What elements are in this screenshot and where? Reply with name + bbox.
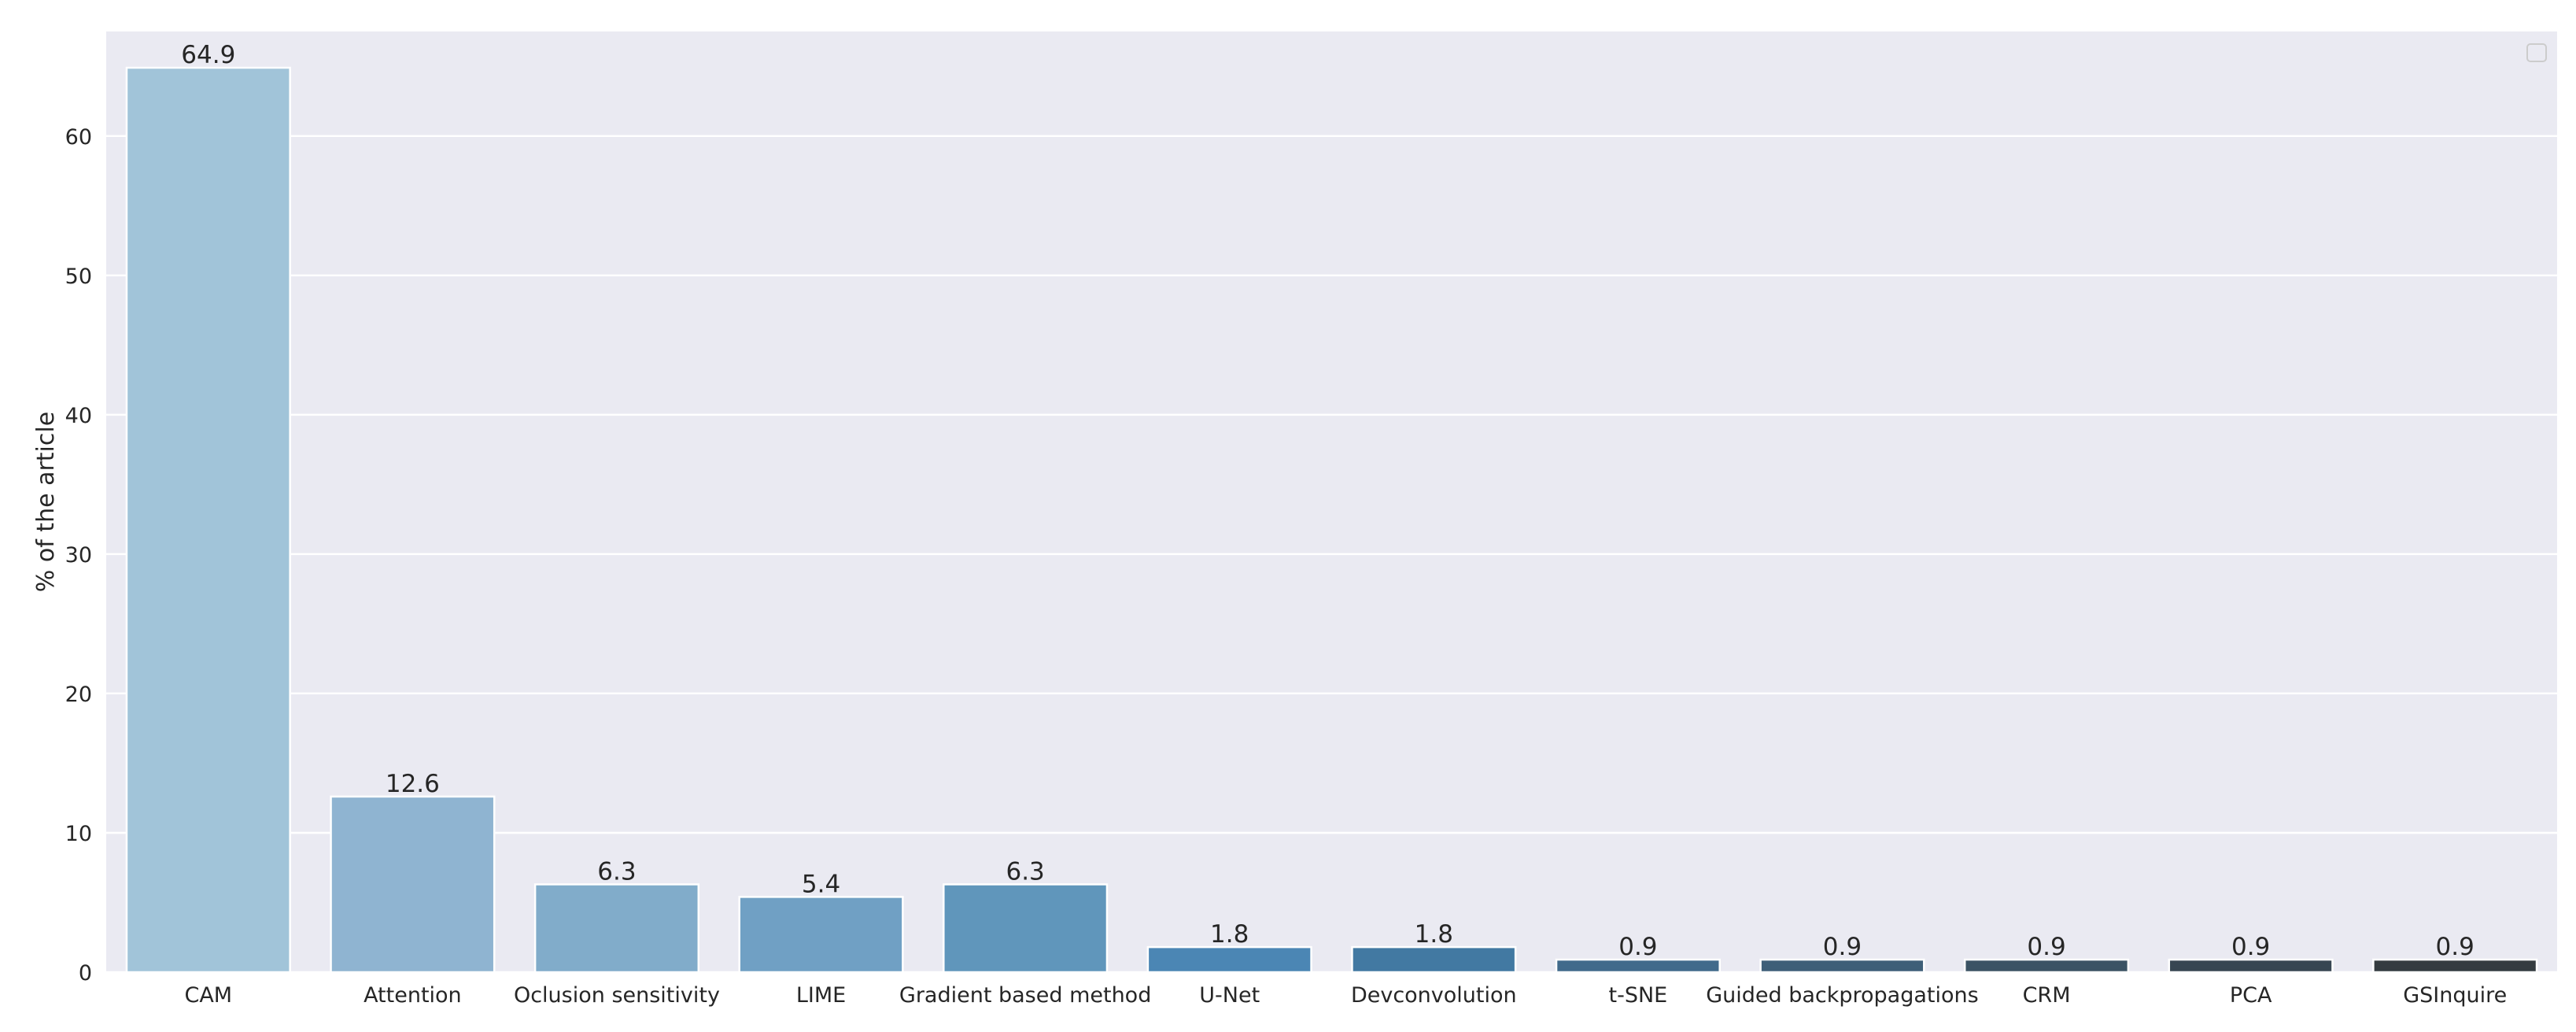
data-label: 12.6 <box>386 770 440 798</box>
data-label: 5.4 <box>802 870 840 898</box>
x-tick-label: Gradient based method <box>899 983 1151 1008</box>
x-tick-label: GSInquire <box>2403 983 2507 1008</box>
y-axis-ticks: 0 10 20 30 40 50 60 <box>65 125 92 986</box>
plot-area <box>106 31 2557 972</box>
bar-lime <box>738 896 904 974</box>
y-tick-label: 0 <box>79 961 92 986</box>
legend-box <box>2526 43 2547 62</box>
x-tick-label: Attention <box>364 983 462 1008</box>
data-label: 0.9 <box>1823 933 1862 961</box>
y-tick-label: 40 <box>65 404 92 428</box>
y-axis-title: % of the article <box>32 412 60 592</box>
y-tick-label: 20 <box>65 682 92 707</box>
data-label: 1.8 <box>1210 920 1249 949</box>
bar-guided-backpropagations <box>1759 958 1925 974</box>
bar-attention <box>330 795 496 974</box>
x-tick-label: CAM <box>184 983 232 1008</box>
y-tick-label: 60 <box>65 125 92 150</box>
x-tick-label: PCA <box>2230 983 2272 1008</box>
bar-oclusion-sensitivity <box>533 883 700 974</box>
bar-u-net <box>1146 945 1312 974</box>
x-tick-label: Devconvolution <box>1351 983 1517 1008</box>
bar-devconvolution <box>1351 945 1517 974</box>
bar-gsinquire <box>2372 958 2538 974</box>
data-label: 64.9 <box>181 41 235 69</box>
bar-crm <box>1963 958 2130 974</box>
y-tick-label: 10 <box>65 822 92 846</box>
bars <box>125 66 2538 974</box>
data-label: 0.9 <box>2027 933 2065 961</box>
data-label: 1.8 <box>1415 920 1453 949</box>
x-tick-label: Guided backpropagations <box>1706 983 1979 1008</box>
x-tick-label: U-Net <box>1199 983 1260 1008</box>
gridlines <box>106 135 2557 974</box>
y-tick-label: 50 <box>65 264 92 289</box>
x-tick-label: LIME <box>796 983 846 1008</box>
data-label: 6.3 <box>597 857 636 886</box>
data-label: 0.9 <box>1618 933 1657 961</box>
bar-t-sne <box>1555 958 1721 974</box>
y-tick-label: 30 <box>65 543 92 568</box>
x-axis-ticks: CAM Attention Oclusion sensitivity LIME Grad… <box>184 983 2507 1008</box>
x-tick-label: CRM <box>2023 983 2071 1008</box>
data-label: 0.9 <box>2231 933 2270 961</box>
bar-gradient-based-method <box>943 883 1109 974</box>
bar-pca <box>2168 958 2334 974</box>
bar-cam <box>125 66 291 974</box>
data-label: 0.9 <box>2436 933 2475 961</box>
data-label: 6.3 <box>1006 857 1044 886</box>
x-tick-label: Oclusion sensitivity <box>514 983 720 1008</box>
data-labels: 64.9 12.6 6.3 5.4 6.3 1.8 1.8 0.9 0.9 0.9 0.9 0.9 <box>181 41 2475 961</box>
x-tick-label: t-SNE <box>1609 983 1668 1008</box>
